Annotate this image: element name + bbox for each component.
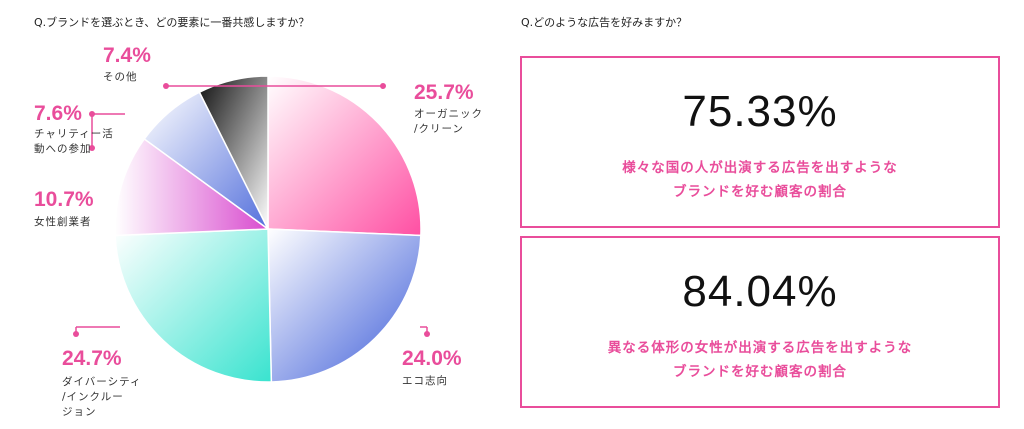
leader-dot: [73, 331, 79, 337]
pie-chart: 25.7% オーガニック/クリーン 24.0% エコ志向 24.7% ダイバーシティ/イン…: [34, 44, 483, 418]
slice-category-label: オーガニック: [414, 108, 483, 120]
ad-question: Q.どのような広告を好みますか？: [521, 16, 688, 29]
slice-category-label: /インクルー: [62, 391, 124, 403]
slice-percent-label: 10.7%: [34, 188, 94, 211]
stat-description-line: ブランドを好む顧客の割合: [673, 184, 847, 200]
stat-description: 様々な国の人が出演する広告を出すような ブランドを好む顧客の割合: [522, 156, 998, 204]
chart-question: Q.ブランドを選ぶとき、どの要素に一番共感しますか？: [34, 16, 310, 29]
stat-description-line: 様々な国の人が出演する広告を出すような: [622, 160, 898, 176]
slice-category-label: /クリーン: [414, 123, 464, 135]
slice-category-label: ジョン: [62, 406, 97, 418]
stat-value: 84.04%: [682, 267, 838, 316]
slice-percent-label: 24.7%: [62, 347, 122, 370]
stat-value: 75.33%: [682, 87, 838, 136]
slice-category-label: チャリティー活: [34, 128, 114, 140]
pie-slice: [114, 137, 271, 237]
stat-card-diverse-nationalities: 75.33% 様々な国の人が出演する広告を出すような ブランドを好む顧客の割合: [520, 56, 1000, 228]
slice-category-label: 動への参加: [34, 142, 92, 155]
slice-percent-label: 24.0%: [402, 347, 462, 370]
leader-dot: [424, 331, 430, 337]
stat-description: 異なる体形の女性が出演する広告を出すような ブランドを好む顧客の割合: [522, 336, 998, 384]
slice-percent-label: 7.4%: [103, 44, 151, 67]
stat-card-body-types: 84.04% 異なる体形の女性が出演する広告を出すような ブランドを好む顧客の割…: [520, 236, 1000, 408]
pie-slice: [267, 228, 422, 383]
slice-percent-label: 25.7%: [414, 81, 474, 104]
leader-dot: [89, 145, 95, 151]
stat-description-line: ブランドを好む顧客の割合: [673, 364, 847, 380]
pie-slice: [198, 75, 269, 230]
slice-percent-label: 7.6%: [34, 102, 82, 125]
slice-category-label: ダイバーシティ: [62, 375, 141, 388]
pie-slice: [267, 75, 422, 237]
leader-dot: [163, 83, 169, 89]
pie-slice: [114, 228, 273, 383]
stat-description-line: 異なる体形の女性が出演する広告を出すような: [607, 340, 913, 356]
slice-category-label: その他: [103, 70, 138, 83]
slice-category-label: エコ志向: [402, 374, 448, 387]
slice-category-label: 女性創業者: [34, 215, 92, 228]
leader-dot: [89, 111, 95, 117]
leader-dot: [380, 83, 386, 89]
